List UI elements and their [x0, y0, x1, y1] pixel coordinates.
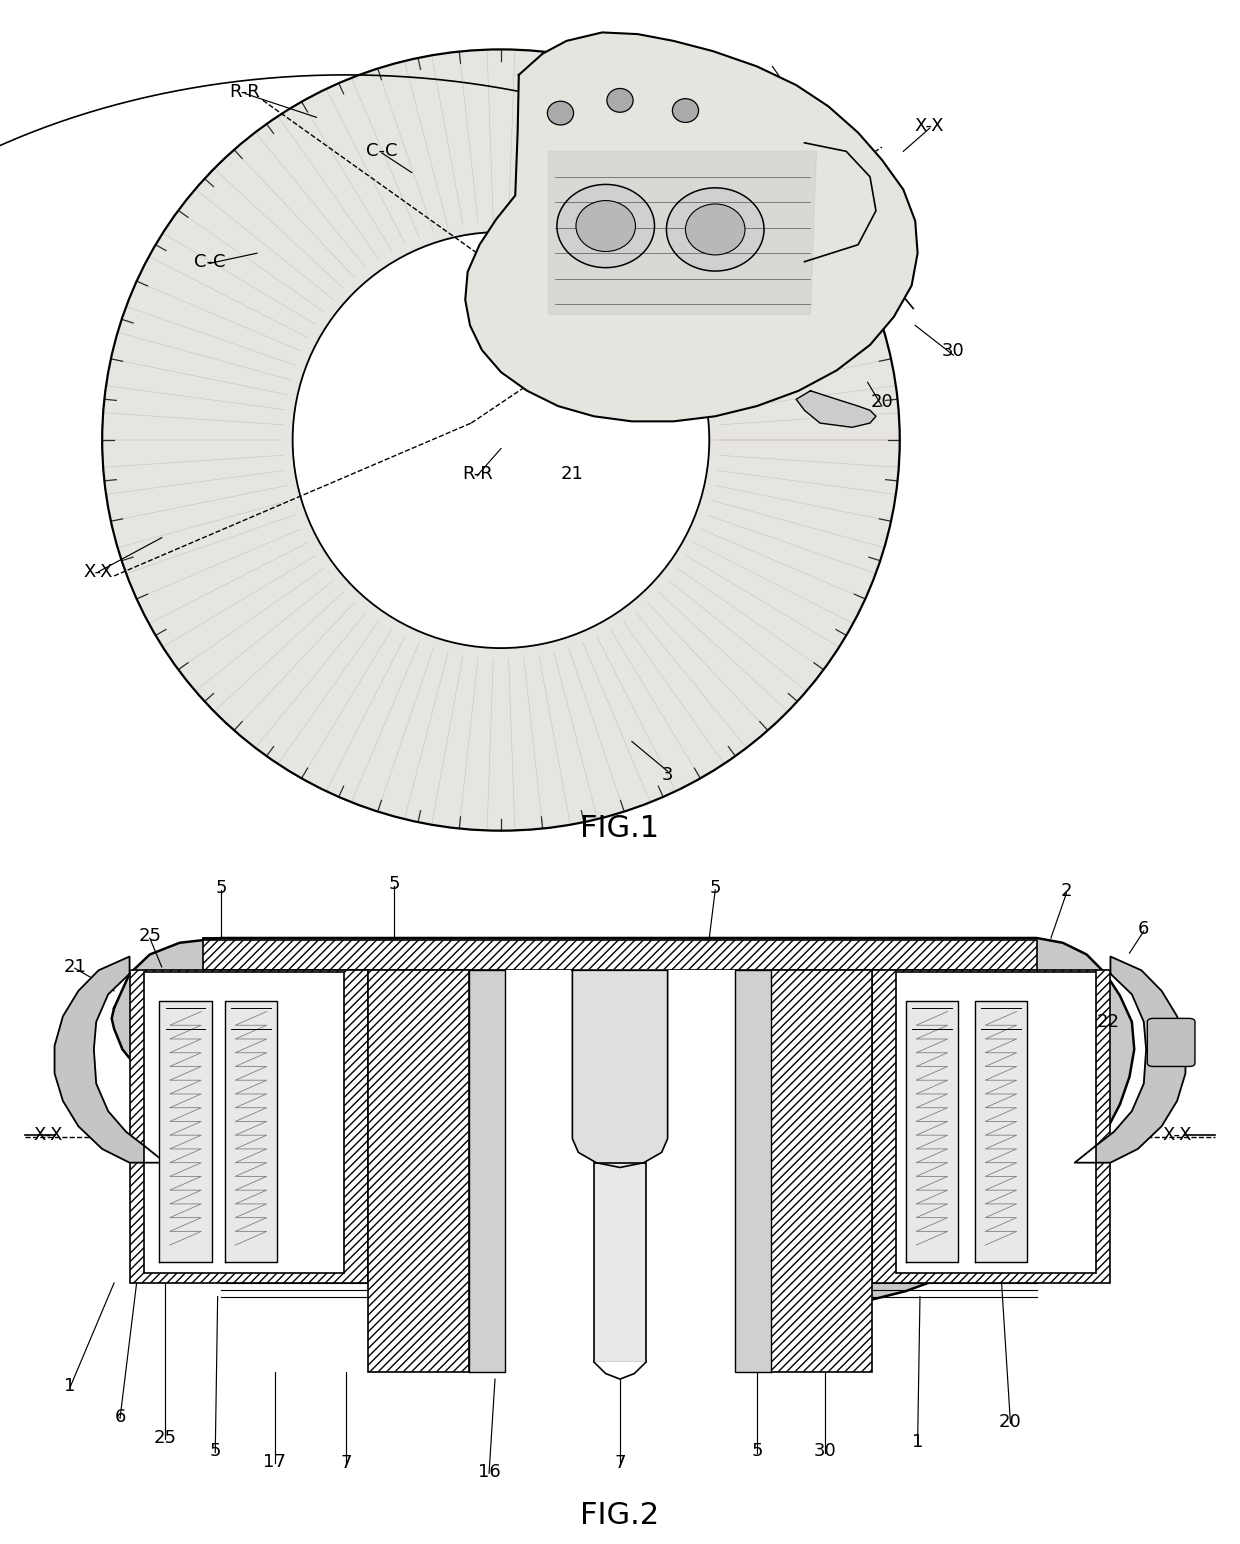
- Text: 23: 23: [787, 91, 810, 110]
- Text: R-R: R-R: [229, 83, 260, 100]
- Polygon shape: [224, 1001, 278, 1263]
- FancyBboxPatch shape: [203, 940, 1037, 970]
- Text: 2: 2: [584, 45, 596, 63]
- Text: FIG.1: FIG.1: [580, 815, 660, 843]
- FancyBboxPatch shape: [873, 970, 1111, 1283]
- Ellipse shape: [672, 99, 698, 122]
- Polygon shape: [1075, 957, 1185, 1163]
- Text: 20: 20: [870, 392, 893, 411]
- Bar: [469, 970, 505, 1373]
- Bar: [144, 971, 343, 1272]
- Text: R-R: R-R: [461, 465, 492, 483]
- Ellipse shape: [575, 201, 635, 252]
- Ellipse shape: [547, 102, 574, 125]
- FancyBboxPatch shape: [771, 970, 873, 1373]
- Text: 6: 6: [1138, 920, 1149, 939]
- Text: 22: 22: [1096, 1013, 1120, 1031]
- Text: 7: 7: [644, 49, 656, 66]
- Text: 7: 7: [614, 1454, 626, 1471]
- Text: 30: 30: [813, 1442, 836, 1461]
- Ellipse shape: [557, 184, 655, 267]
- Text: 1: 1: [911, 1433, 924, 1451]
- Text: 25: 25: [139, 926, 161, 945]
- Polygon shape: [465, 32, 918, 422]
- Text: C-C: C-C: [366, 142, 398, 161]
- Text: X-X: X-X: [915, 117, 944, 134]
- Ellipse shape: [666, 188, 764, 272]
- Text: 21: 21: [63, 957, 87, 976]
- Polygon shape: [594, 1362, 646, 1379]
- FancyBboxPatch shape: [1147, 1019, 1195, 1067]
- Text: X-X: X-X: [33, 1126, 63, 1144]
- Text: 5: 5: [751, 1442, 763, 1461]
- Text: 1: 1: [64, 1377, 76, 1394]
- Text: 20: 20: [999, 1413, 1022, 1431]
- Text: 5: 5: [388, 875, 399, 894]
- Text: 7: 7: [341, 1454, 352, 1471]
- Text: X-X: X-X: [84, 562, 113, 581]
- Polygon shape: [975, 1001, 1027, 1263]
- Polygon shape: [55, 957, 165, 1163]
- Text: 5: 5: [210, 1442, 221, 1461]
- Polygon shape: [159, 1001, 212, 1263]
- Bar: [735, 970, 771, 1373]
- Polygon shape: [548, 151, 816, 315]
- Text: 5: 5: [216, 879, 227, 897]
- Text: 25: 25: [154, 1428, 177, 1447]
- Bar: [897, 971, 1096, 1272]
- Polygon shape: [796, 391, 875, 428]
- Ellipse shape: [606, 88, 634, 113]
- Text: 5: 5: [709, 879, 720, 897]
- Text: 3: 3: [662, 766, 673, 784]
- FancyBboxPatch shape: [129, 970, 367, 1283]
- Text: 17: 17: [263, 1453, 286, 1470]
- Text: C-C: C-C: [193, 253, 226, 270]
- Text: 26: 26: [835, 198, 858, 216]
- Text: X-X: X-X: [1162, 1126, 1192, 1144]
- Text: 2: 2: [1060, 882, 1073, 900]
- Text: 6: 6: [114, 1408, 125, 1427]
- Polygon shape: [573, 970, 667, 1167]
- Polygon shape: [102, 49, 900, 831]
- Ellipse shape: [686, 204, 745, 255]
- Bar: [594, 1163, 646, 1362]
- FancyBboxPatch shape: [367, 970, 469, 1373]
- Text: FIG.2: FIG.2: [580, 1501, 660, 1530]
- Text: 16: 16: [477, 1462, 501, 1481]
- Polygon shape: [112, 939, 1135, 1309]
- Text: 30: 30: [942, 341, 965, 360]
- Text: 21: 21: [560, 465, 584, 483]
- Polygon shape: [905, 1001, 959, 1263]
- Bar: [505, 970, 735, 1373]
